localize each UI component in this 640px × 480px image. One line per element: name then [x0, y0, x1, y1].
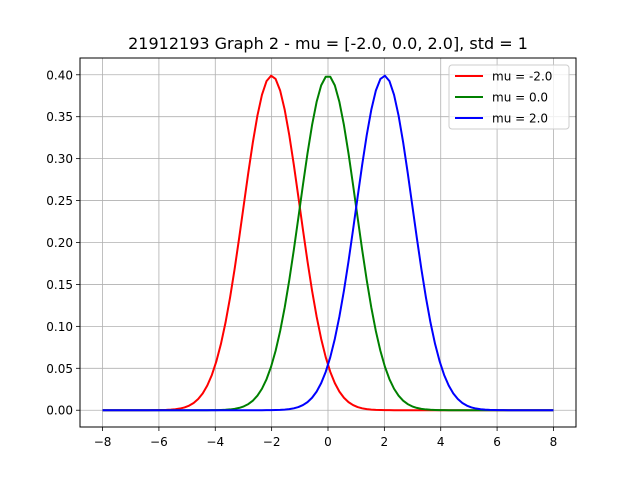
legend-label-0: mu = -2.0 [492, 70, 552, 84]
x-tick-label: 0 [324, 435, 332, 449]
x-tick-label: −4 [206, 435, 224, 449]
x-tick-label: 6 [493, 435, 501, 449]
y-tick-label: 0.10 [46, 320, 73, 334]
y-tick-label: 0.40 [46, 68, 73, 82]
x-tick-label: −2 [263, 435, 281, 449]
y-tick-label: 0.20 [46, 236, 73, 250]
axis-ticks: −8 −6 −4 −2 0 2 4 6 8 0.00 0.05 0.10 0.15 0.20 0.25 0.3… [46, 68, 557, 449]
x-tick-label: 8 [550, 435, 558, 449]
legend-label-1: mu = 0.0 [492, 91, 548, 105]
legend-label-2: mu = 2.0 [492, 112, 548, 126]
y-tick-label: 0.35 [46, 110, 73, 124]
grid [80, 58, 576, 427]
y-tick-label: 0.05 [46, 362, 73, 376]
x-tick-label: −8 [94, 435, 112, 449]
legend: mu = -2.0 mu = 0.0 mu = 2.0 [448, 64, 570, 130]
y-tick-label: 0.15 [46, 278, 73, 292]
legend-box [448, 64, 570, 130]
series-lines [102, 74, 554, 412]
y-tick-label: 0.30 [46, 152, 73, 166]
x-tick-label: −6 [150, 435, 168, 449]
y-tick-label: 0.25 [46, 194, 73, 208]
x-tick-label: 2 [381, 435, 389, 449]
series-line-2 [102, 74, 554, 412]
chart-title: 21912193 Graph 2 - mu = [-2.0, 0.0, 2.0]… [128, 34, 528, 53]
y-tick-label: 0.00 [46, 404, 73, 418]
x-tick-label: 4 [437, 435, 445, 449]
